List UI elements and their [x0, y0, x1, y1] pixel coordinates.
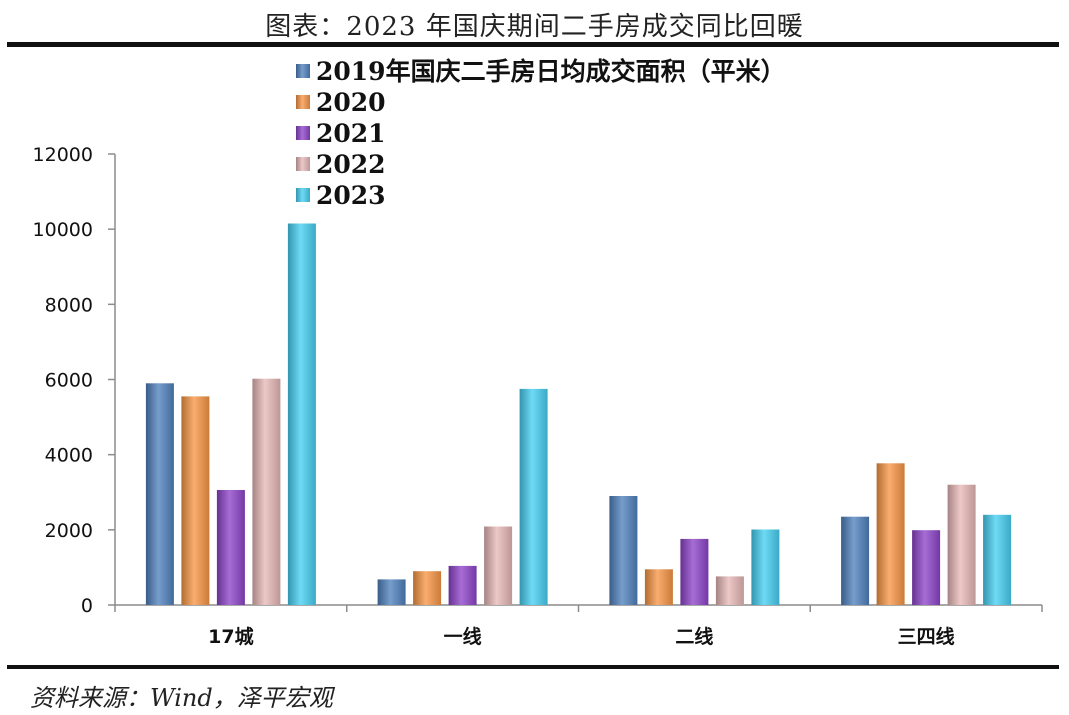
bar-4-1 [841, 516, 870, 605]
bar-4-2 [876, 463, 905, 605]
bar-2-4 [484, 526, 513, 605]
x-category-label: 二线 [675, 625, 713, 648]
y-tick-label: 2000 [45, 520, 93, 542]
legend-label: 2022 [316, 150, 386, 179]
legend-swatch [296, 157, 310, 171]
x-category-label: 17城 [208, 625, 253, 648]
bar-1-5 [287, 223, 316, 605]
legend-label: 2020 [316, 88, 386, 117]
y-tick-label: 8000 [45, 294, 93, 316]
top-rule [7, 42, 1059, 47]
bar-2-5 [519, 388, 548, 605]
bars [145, 223, 1012, 605]
figure-title: 图表：2023 年国庆期间二手房成交同比回暖 [265, 12, 804, 42]
x-category-label: 一线 [444, 625, 482, 648]
bar-3-1 [609, 496, 638, 605]
bar-3-2 [644, 569, 673, 605]
legend-label: 2023 [316, 181, 386, 210]
bar-1-1 [145, 383, 174, 605]
legend-swatch [296, 126, 310, 140]
source-note: 资料来源：Wind，泽平宏观 [30, 684, 333, 712]
bar-chart: 0 2000 4000 6000 8000 10000 12000 17城 一线 二线 三四线 20… [33, 57, 1043, 648]
y-tick-label: 10000 [33, 219, 93, 241]
bar-3-5 [751, 529, 780, 605]
legend-swatch [296, 64, 310, 78]
legend-swatch [296, 188, 310, 202]
bar-1-2 [181, 396, 210, 605]
bar-3-3 [680, 538, 709, 605]
bar-4-3 [912, 530, 941, 605]
x-category-label: 三四线 [898, 625, 955, 648]
y-tick-label: 4000 [45, 445, 93, 467]
bar-2-1 [377, 579, 406, 605]
y-tick-label: 12000 [33, 144, 93, 166]
bar-1-4 [252, 378, 281, 605]
y-tick-label: 0 [81, 595, 93, 617]
bar-3-4 [715, 576, 744, 605]
y-tick-label: 6000 [45, 370, 93, 392]
bottom-rule [7, 665, 1059, 669]
legend-label: 2019年国庆二手房日均成交面积（平米） [316, 57, 786, 86]
legend-label: 2021 [316, 119, 386, 148]
legend-swatch [296, 95, 310, 109]
bar-1-3 [216, 490, 245, 605]
bar-4-5 [983, 514, 1012, 605]
bar-2-3 [448, 565, 477, 605]
bar-2-2 [413, 571, 442, 605]
bar-4-4 [947, 484, 976, 605]
